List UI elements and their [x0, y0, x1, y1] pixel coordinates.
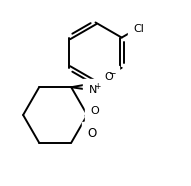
Text: −: −: [108, 69, 116, 78]
Text: O: O: [90, 106, 99, 116]
Text: N: N: [89, 85, 97, 95]
Text: Cl: Cl: [134, 24, 145, 34]
Text: +: +: [94, 82, 100, 91]
Text: O: O: [87, 127, 97, 140]
Text: O: O: [104, 72, 113, 82]
